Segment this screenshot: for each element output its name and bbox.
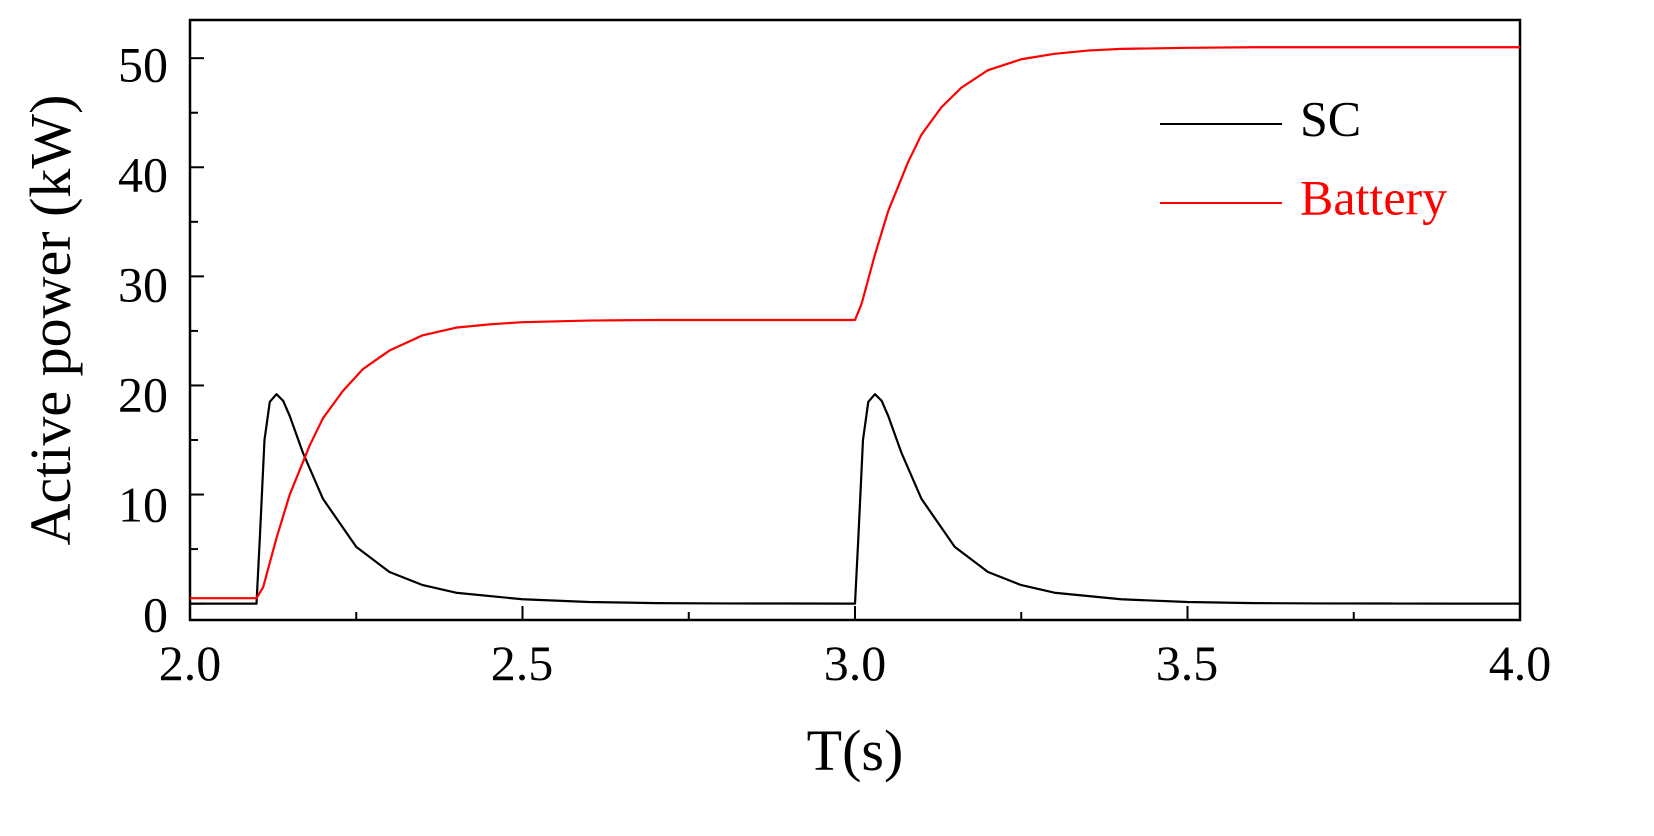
- x-axis-title: T(s): [807, 718, 904, 783]
- series-layer: [190, 46, 1520, 605]
- y-tick-label: 40: [118, 146, 168, 202]
- y-axis-title: Active power (kW): [18, 95, 83, 546]
- series-line-battery: [190, 46, 1520, 600]
- y-tick-label: 30: [118, 256, 168, 312]
- x-tick-label: 2.0: [159, 635, 222, 691]
- y-tick-label: 50: [118, 36, 168, 92]
- series-line-sc: [190, 393, 1520, 605]
- legend-label-sc: SC: [1300, 90, 1361, 146]
- legend: SC Battery: [1160, 90, 1447, 225]
- y-tick-label: 0: [143, 586, 168, 642]
- x-tick-label: 3.5: [1156, 635, 1219, 691]
- x-tick-label: 2.5: [491, 635, 554, 691]
- x-tick-label: 4.0: [1489, 635, 1552, 691]
- x-tick-label: 3.0: [824, 635, 887, 691]
- y-tick-label: 20: [118, 366, 168, 422]
- legend-label-battery: Battery: [1300, 169, 1447, 225]
- y-tick-label: 10: [118, 476, 168, 532]
